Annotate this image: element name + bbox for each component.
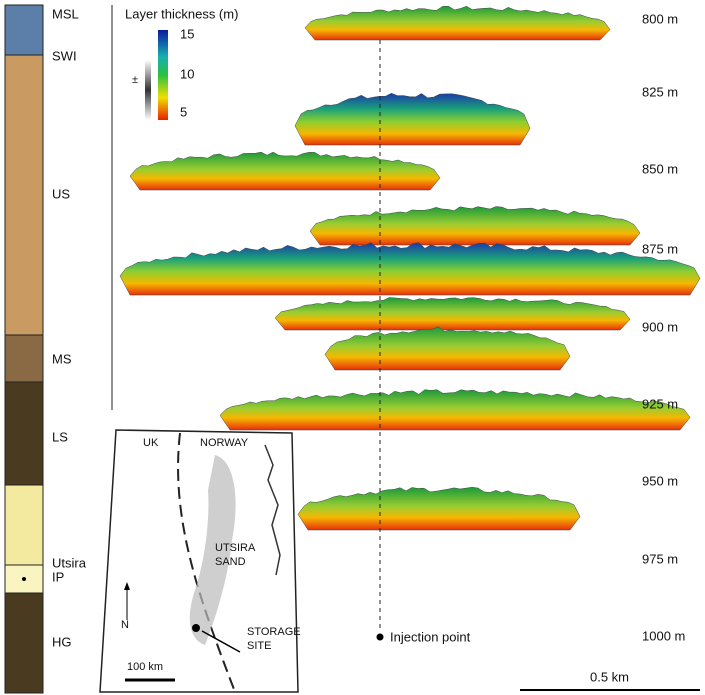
depth-label: 825 m <box>642 84 678 99</box>
map-label: UTSIRA <box>215 542 256 554</box>
legend-symbol: ± <box>132 74 138 86</box>
colorbar-tick: 10 <box>180 66 194 81</box>
map <box>100 430 298 692</box>
layer-surface <box>275 298 630 330</box>
depth-label: 925 m <box>642 396 678 411</box>
depth-label: 800 m <box>642 11 678 26</box>
depth-label: 975 m <box>642 551 678 566</box>
column-label: IP <box>52 569 64 584</box>
column-label: MSL <box>52 6 79 21</box>
map-label: STORAGE <box>247 626 301 638</box>
column-label: MS <box>52 351 72 366</box>
map-label: SITE <box>247 640 271 652</box>
injection-dot <box>377 634 384 641</box>
depth-label: 850 m <box>642 161 678 176</box>
layer-surface <box>325 327 570 370</box>
depth-label: 875 m <box>642 241 678 256</box>
map-label: UK <box>143 437 159 449</box>
layer-surface <box>220 390 690 430</box>
layer-surface <box>120 243 700 295</box>
column-label: US <box>52 186 70 201</box>
column-label: Utsira <box>52 555 87 570</box>
colorbar-tick: 15 <box>180 26 194 41</box>
gray-bar <box>145 60 151 120</box>
map-label: NORWAY <box>200 437 249 449</box>
depth-label: 1000 m <box>642 628 685 643</box>
scale-label: 0.5 km <box>590 669 629 684</box>
column-label: SWI <box>52 48 77 63</box>
column-label: HG <box>52 634 72 649</box>
strat-column <box>5 5 43 693</box>
layer-surface <box>130 152 440 190</box>
map-label: N <box>121 619 129 631</box>
map-label: SAND <box>215 556 246 568</box>
legend-title: Layer thickness (m) <box>125 6 238 21</box>
map-label: 100 km <box>127 661 163 673</box>
column-label: LS <box>52 429 68 444</box>
colorbar <box>158 30 168 120</box>
figure: Layer thickness (m) ± Injection point 0.… <box>0 0 705 695</box>
layer-surface <box>305 6 610 40</box>
layer-surface <box>298 487 580 530</box>
depth-label: 950 m <box>642 473 678 488</box>
colorbar-tick: 5 <box>180 104 187 119</box>
injection-label: Injection point <box>390 629 471 644</box>
depth-label: 900 m <box>642 319 678 334</box>
layer-surface <box>310 207 640 245</box>
layer-surface <box>295 93 530 145</box>
